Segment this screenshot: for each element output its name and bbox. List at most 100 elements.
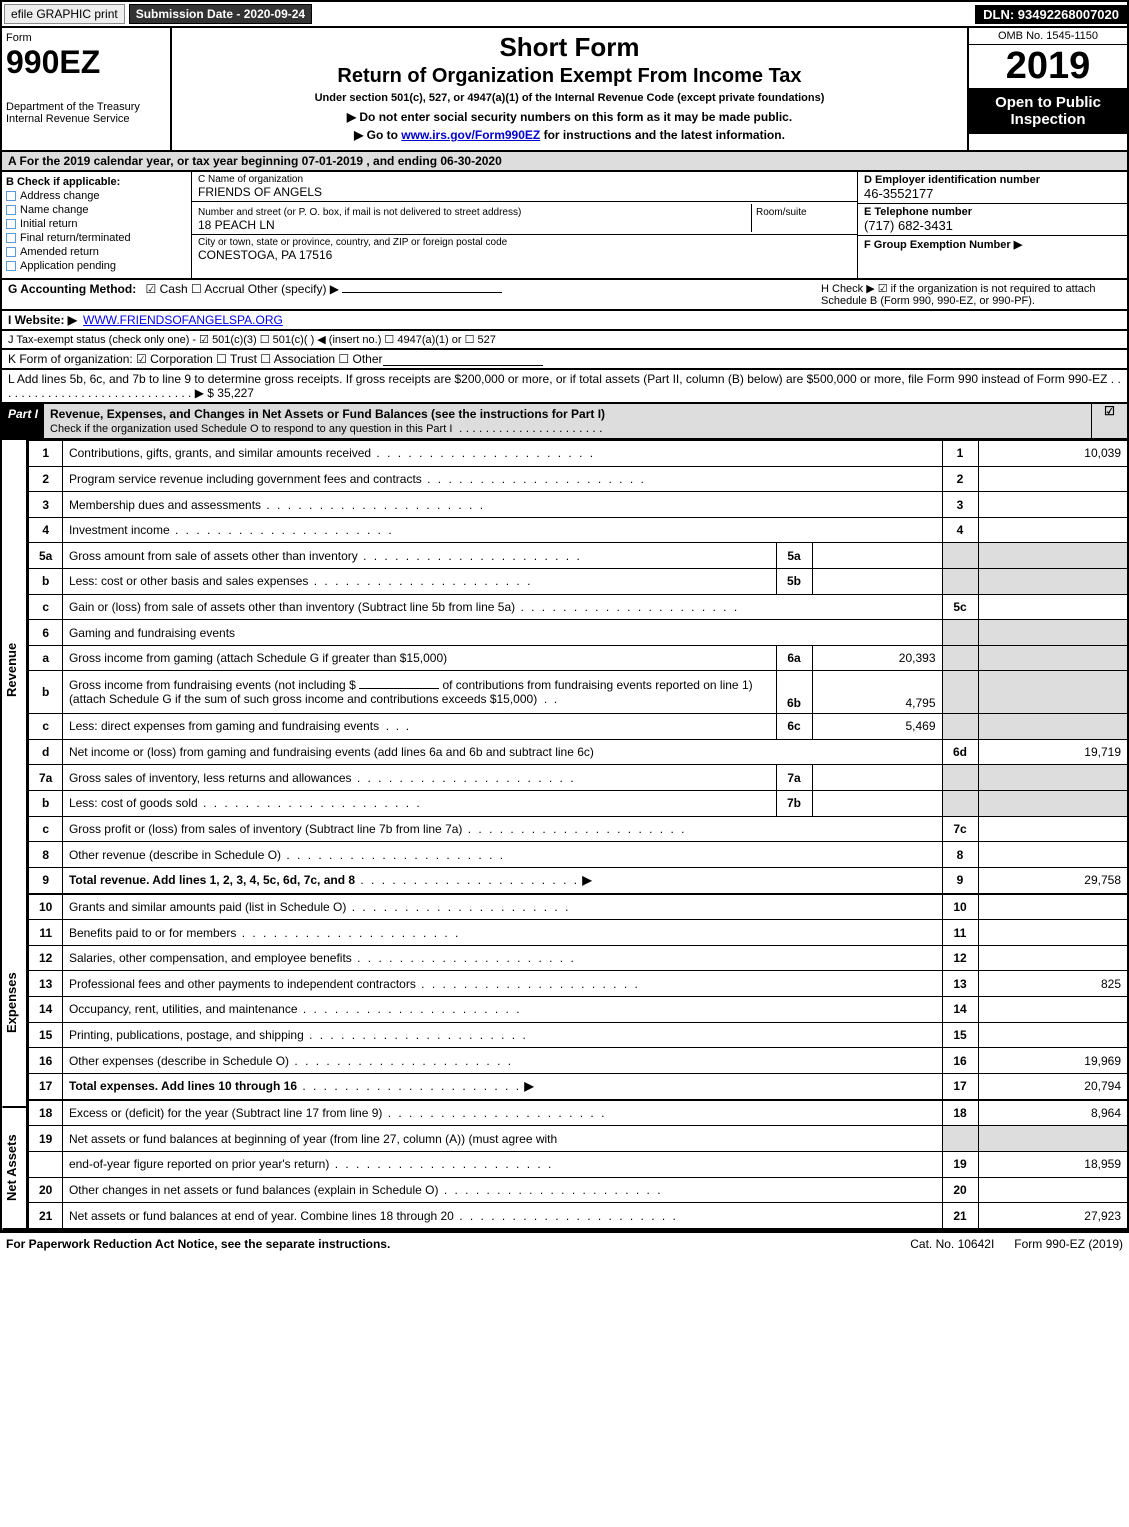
desc: Gross amount from sale of assets other t… [69, 549, 582, 563]
line-6b: b Gross income from fundraising events (… [28, 671, 1128, 714]
rnum: 15 [942, 1022, 978, 1048]
part1-checkbox[interactable]: ☑ [1091, 404, 1127, 438]
line-6c: c Less: direct expenses from gaming and … [28, 714, 1128, 740]
desc: Gross sales of inventory, less returns a… [69, 771, 576, 785]
desc: Net assets or fund balances at end of ye… [69, 1209, 678, 1223]
desc: Less: cost or other basis and sales expe… [69, 574, 533, 588]
rnum: 8 [942, 842, 978, 868]
lnum: d [28, 739, 62, 765]
street-address: 18 PEACH LN [198, 218, 275, 232]
lnum: 10 [28, 894, 62, 920]
rnum-shade [942, 620, 978, 646]
lnum: 18 [28, 1100, 62, 1126]
part1-label: Part I [2, 404, 44, 438]
lnum: c [28, 594, 62, 620]
desc: Other changes in net assets or fund bala… [69, 1183, 663, 1197]
row-k: K Form of organization: ☑ Corporation ☐ … [0, 350, 1129, 370]
line-1: 1 Contributions, gifts, grants, and simi… [28, 441, 1128, 467]
lnum: 13 [28, 971, 62, 997]
desc: Gross income from gaming (attach Schedul… [62, 645, 776, 671]
irs-link[interactable]: www.irs.gov/Form990EZ [401, 128, 540, 142]
lnum: b [28, 671, 62, 714]
chk-app-pending[interactable]: Application pending [6, 260, 187, 272]
chk-label: Final return/terminated [20, 232, 131, 244]
rnum-shade [942, 543, 978, 569]
l-value: 35,227 [217, 386, 254, 400]
inner-val [812, 791, 942, 817]
chk-address-change[interactable]: Address change [6, 190, 187, 202]
desc: Occupancy, rent, utilities, and maintena… [69, 1002, 522, 1016]
row-i: I Website: ▶ WWW.FRIENDSOFANGELSPA.ORG [0, 311, 1129, 331]
amt [978, 492, 1128, 518]
dept-treasury: Department of the Treasury [6, 101, 166, 113]
org-name-label: C Name of organization [198, 174, 851, 185]
line-5c: c Gain or (loss) from sale of assets oth… [28, 594, 1128, 620]
lnum: 9 [28, 867, 62, 893]
line-8: 8 Other revenue (describe in Schedule O)… [28, 842, 1128, 868]
chk-label: Initial return [20, 218, 77, 230]
paperwork-notice: For Paperwork Reduction Act Notice, see … [6, 1237, 890, 1251]
chk-name-change[interactable]: Name change [6, 204, 187, 216]
line-3: 3 Membership dues and assessments 3 [28, 492, 1128, 518]
rnum: 11 [942, 920, 978, 946]
rnum-shade [942, 714, 978, 740]
lnum: 7a [28, 765, 62, 791]
chk-final-return[interactable]: Final return/terminated [6, 232, 187, 244]
side-labels: Revenue Expenses Net Assets [2, 440, 27, 1230]
rnum: 18 [942, 1100, 978, 1126]
rnum: 19 [942, 1151, 978, 1177]
goto-note: ▶ Go to www.irs.gov/Form990EZ for instru… [180, 128, 959, 142]
header-left: Form 990EZ Department of the Treasury In… [2, 28, 172, 150]
lnum: c [28, 816, 62, 842]
desc: Total expenses. Add lines 10 through 16 [69, 1079, 297, 1093]
lnum: 5a [28, 543, 62, 569]
g-label: G Accounting Method: [8, 282, 136, 296]
inner-num: 7a [776, 765, 812, 791]
line-12: 12 Salaries, other compensation, and emp… [28, 945, 1128, 971]
desc: Printing, publications, postage, and shi… [69, 1028, 528, 1042]
chk-initial-return[interactable]: Initial return [6, 218, 187, 230]
line-5b: b Less: cost or other basis and sales ex… [28, 569, 1128, 595]
info-block: B Check if applicable: Address change Na… [0, 172, 1129, 280]
rnum: 17 [942, 1073, 978, 1099]
lnum: 12 [28, 945, 62, 971]
rnum: 6d [942, 739, 978, 765]
amt [978, 894, 1128, 920]
chk-amended[interactable]: Amended return [6, 246, 187, 258]
inner-val: 5,469 [812, 714, 942, 740]
room-label: Room/suite [756, 207, 807, 218]
dln-label: DLN: 93492268007020 [975, 5, 1127, 24]
col-c-org-info: C Name of organization FRIENDS OF ANGELS… [192, 172, 857, 278]
lnum: c [28, 714, 62, 740]
row-j: J Tax-exempt status (check only one) - ☑… [0, 331, 1129, 350]
amt: 27,923 [978, 1203, 1128, 1229]
page-footer: For Paperwork Reduction Act Notice, see … [0, 1232, 1129, 1255]
inner-num: 5a [776, 543, 812, 569]
desc: Gaming and fundraising events [62, 620, 942, 646]
omb-number: OMB No. 1545-1150 [969, 28, 1127, 45]
desc: Grants and similar amounts paid (list in… [69, 900, 570, 914]
website-link[interactable]: WWW.FRIENDSOFANGELSPA.ORG [83, 313, 283, 327]
line-20: 20 Other changes in net assets or fund b… [28, 1177, 1128, 1203]
amt [978, 816, 1128, 842]
desc: Professional fees and other payments to … [69, 977, 640, 991]
inner-num: 5b [776, 569, 812, 595]
under-section: Under section 501(c), 527, or 4947(a)(1)… [180, 92, 959, 104]
rnum: 3 [942, 492, 978, 518]
efile-print-button[interactable]: efile GRAPHIC print [4, 4, 125, 24]
group-exemption-label: F Group Exemption Number ▶ [864, 239, 1022, 251]
lnum: 16 [28, 1048, 62, 1074]
desc: Gain or (loss) from sale of assets other… [69, 600, 739, 614]
line-17: 17 Total expenses. Add lines 10 through … [28, 1073, 1128, 1099]
lnum: 21 [28, 1203, 62, 1229]
inner-val: 20,393 [812, 645, 942, 671]
part1-header: Part I Revenue, Expenses, and Changes in… [0, 404, 1129, 440]
inner-val [812, 569, 942, 595]
form-header: Form 990EZ Department of the Treasury In… [0, 28, 1129, 152]
amt [978, 517, 1128, 543]
amt-shade [978, 765, 1128, 791]
rnum: 1 [942, 441, 978, 467]
h-text: H Check ▶ ☑ if the organization is not r… [821, 282, 1121, 307]
line-7a: 7a Gross sales of inventory, less return… [28, 765, 1128, 791]
submission-date-button[interactable]: Submission Date - 2020-09-24 [129, 4, 312, 24]
